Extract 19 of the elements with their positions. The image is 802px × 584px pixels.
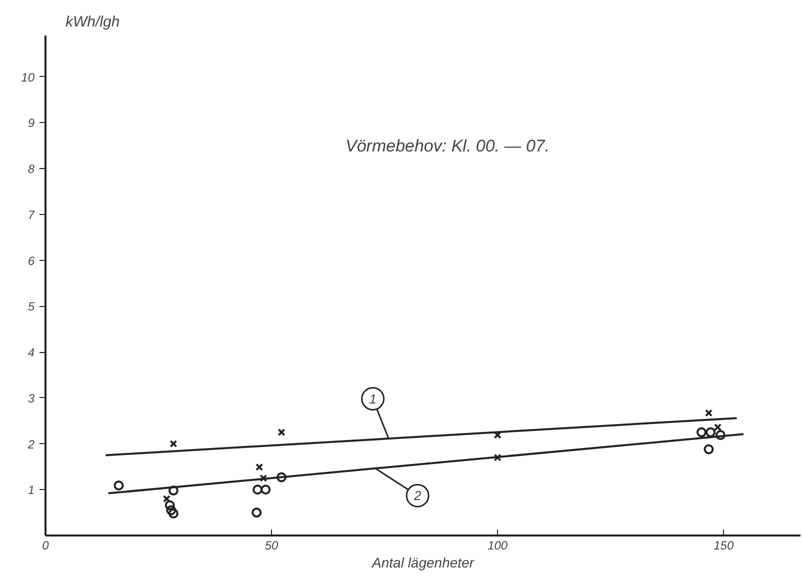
y-tick-label: 10 [21, 70, 35, 84]
y-tick-label: 3 [28, 391, 35, 406]
y-axis-title: kWh/lgh [66, 14, 120, 30]
y-tick-label: 2 [26, 437, 35, 452]
y-tick-label: 8 [28, 162, 35, 176]
x-tick-label: 100 [488, 538, 508, 552]
x-tick-label: 50 [264, 538, 279, 552]
y-tick-label: 4 [28, 346, 35, 360]
y-tick-label: 1 [28, 483, 35, 498]
x-tick-label: 0 [42, 538, 50, 552]
annotation: 1 [369, 391, 376, 406]
text: Vörmebehov: Kl. 00. — 07. [346, 136, 550, 156]
annotation: 2 [412, 488, 422, 504]
x-axis-title: Antal lägenheter [371, 554, 476, 570]
y-tick-label: 5 [28, 300, 35, 314]
y-tick-label: 6 [28, 254, 35, 268]
y-tick-label: 9 [28, 116, 35, 130]
x-tick-label: 150 [714, 538, 734, 552]
y-tick-label: 7 [28, 208, 36, 222]
